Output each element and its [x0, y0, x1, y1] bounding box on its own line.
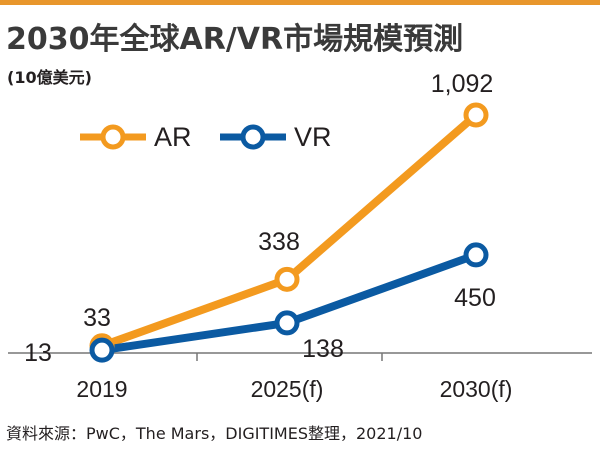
legend-vr-marker-icon [220, 124, 286, 150]
legend-label-ar: AR [154, 121, 192, 152]
x-tick-label: 2019 [76, 376, 127, 402]
legend-item-ar: AR [78, 120, 192, 154]
chart-title: 2030年全球AR/VR市場規模預測 [6, 22, 464, 57]
data-point-vr [274, 310, 300, 336]
legend-ar-marker-icon [80, 124, 146, 150]
source-note: 資料來源：PwC，The Mars，DIGITIMES整理，2021/10 [6, 424, 423, 443]
data-point-vr [89, 337, 115, 363]
unit-label: (10億美元) [7, 68, 92, 87]
legend-item-vr: VR [218, 120, 332, 154]
legend-label-vr: VR [294, 121, 332, 152]
data-label-vr: 138 [302, 335, 344, 363]
data-point-ar [274, 266, 300, 292]
data-point-ar [463, 102, 489, 128]
data-label-ar: 1,092 [431, 70, 494, 98]
data-point-vr [463, 242, 489, 268]
x-tick-label: 2030(f) [440, 376, 513, 402]
data-label-ar: 338 [258, 228, 300, 256]
header-accent-bar [0, 0, 600, 5]
x-tick-label: 2025(f) [251, 376, 324, 402]
data-label-vr: 13 [24, 339, 52, 367]
data-label-ar: 33 [83, 304, 111, 332]
data-label-vr: 450 [454, 284, 496, 312]
